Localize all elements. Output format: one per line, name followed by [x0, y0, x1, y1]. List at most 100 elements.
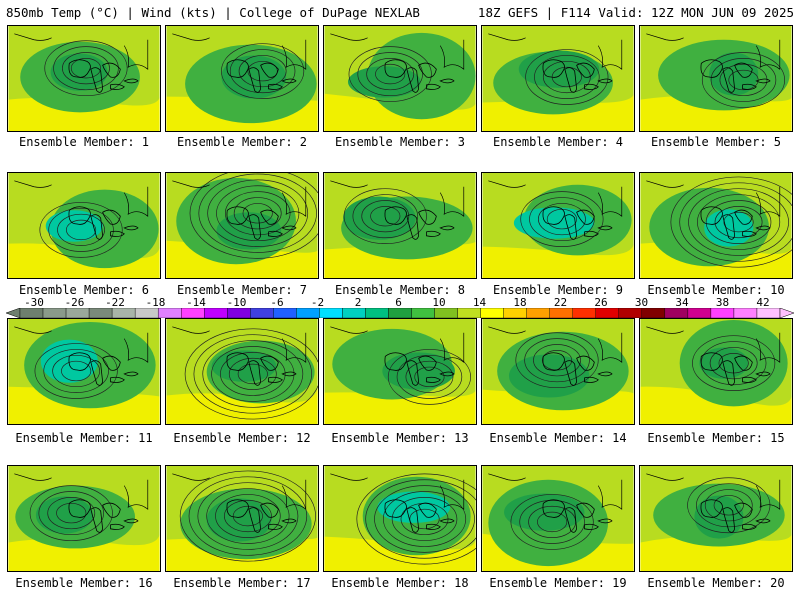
colorbar-tick-label: 18 [513, 296, 527, 309]
chart-title: 850mb Temp (°C) | Wind (kts) | College o… [6, 5, 420, 20]
temperature-map [165, 25, 319, 132]
ensemble-map-panel-12 [165, 318, 319, 425]
ensemble-map-panel-20 [639, 465, 793, 572]
colorbar-tick-label: 2 [354, 296, 362, 309]
panel-label: Ensemble Member: 16 [15, 576, 153, 590]
panel-label: Ensemble Member: 14 [489, 431, 627, 445]
panel-label: Ensemble Member: 18 [331, 576, 469, 590]
ensemble-map-panel-4 [481, 25, 635, 132]
panel-label: Ensemble Member: 3 [334, 135, 466, 149]
colorbar-segment [480, 308, 504, 318]
temperature-map [639, 318, 793, 425]
colorbar-tick-label: 14 [472, 296, 487, 309]
colorbar-segment [503, 308, 527, 318]
colorbar-segment [756, 308, 781, 318]
ensemble-map-panel-13 [323, 318, 477, 425]
colorbar-segment [157, 308, 182, 318]
ensemble-map-panel-14 [481, 318, 635, 425]
panel-label: Ensemble Member: 8 [334, 283, 466, 297]
colorbar-tick-label: -6 [270, 296, 284, 309]
temperature-map [165, 465, 319, 572]
colorbar-segment [411, 308, 435, 318]
panel-label: Ensemble Member: 9 [492, 283, 624, 297]
colorbar-segment [181, 308, 205, 318]
ensemble-map-panel-10 [639, 172, 793, 279]
colorbar-segment [42, 308, 67, 318]
colorbar-segment [549, 308, 573, 318]
colorbar-tick-label: 6 [395, 296, 402, 309]
ensemble-map-panel-16 [7, 465, 161, 572]
colorbar-min-arrow [6, 308, 21, 318]
ensemble-map-panel-8 [323, 172, 477, 279]
panel-label: Ensemble Member: 12 [173, 431, 311, 445]
colorbar-tick-label: 22 [553, 296, 568, 309]
temperature-map [7, 172, 161, 279]
ensemble-map-panel-17 [165, 465, 319, 572]
temperature-map [323, 25, 477, 132]
colorbar-tick-label: -22 [105, 296, 125, 309]
temperature-map [481, 25, 635, 132]
colorbar-segment [526, 308, 550, 318]
temperature-map [323, 318, 477, 425]
ensemble-map-panel-11 [7, 318, 161, 425]
colorbar-tick-label: -30 [24, 296, 44, 309]
panel-label: Ensemble Member: 1 [18, 135, 150, 149]
colorbar-tick-label: 38 [715, 296, 730, 309]
panel-label: Ensemble Member: 19 [489, 576, 627, 590]
panel-label: Ensemble Member: 4 [492, 135, 624, 149]
ensemble-map-panel-7 [165, 172, 319, 279]
colorbar-tick-label: -26 [64, 296, 85, 309]
colorbar-segment [319, 308, 343, 318]
model-run-info: 18Z GEFS | F114 Valid: 12Z MON JUN 09 20… [477, 5, 794, 20]
panel-label: Ensemble Member: 20 [647, 576, 785, 590]
colorbar-segment [273, 308, 297, 318]
colorbar-segment [733, 308, 758, 318]
panel-label: Ensemble Member: 15 [647, 431, 785, 445]
panel-label: Ensemble Member: 11 [15, 431, 153, 445]
colorbar-segment [65, 308, 90, 318]
temperature-colorbar [6, 308, 794, 318]
panel-label: Ensemble Member: 5 [650, 135, 782, 149]
colorbar-segment [595, 308, 619, 318]
temperature-map [7, 465, 161, 572]
panel-label: Ensemble Member: 2 [176, 135, 308, 149]
colorbar-segment [572, 308, 596, 318]
temperature-map [481, 172, 635, 279]
colorbar-segment [388, 308, 412, 318]
colorbar-segment [227, 308, 251, 318]
ensemble-map-panel-5 [639, 25, 793, 132]
temperature-map [481, 318, 635, 425]
colorbar-segment [342, 308, 366, 318]
colorbar-segment [365, 308, 389, 318]
temperature-map [323, 465, 477, 572]
colorbar-segment [296, 308, 320, 318]
temperature-map [7, 318, 161, 425]
ensemble-map-panel-3 [323, 25, 477, 132]
colorbar-tick-label: 42 [756, 296, 770, 309]
colorbar-segment [664, 308, 689, 318]
colorbar-segment [687, 308, 712, 318]
ensemble-map-panel-1 [7, 25, 161, 132]
colorbar-segment [88, 308, 113, 318]
temperature-map [165, 172, 319, 279]
panel-label: Ensemble Member: 17 [173, 576, 311, 590]
panel-label: Ensemble Member: 6 [18, 283, 150, 297]
colorbar-segment [641, 308, 666, 318]
colorbar-max-arrow [779, 308, 794, 318]
colorbar-segment [204, 308, 228, 318]
colorbar-tick-label: -18 [145, 296, 166, 309]
temperature-map [7, 25, 161, 132]
ensemble-map-panel-6 [7, 172, 161, 279]
colorbar-segment [111, 308, 136, 318]
ensemble-map-panel-9 [481, 172, 635, 279]
ensemble-map-panel-15 [639, 318, 793, 425]
colorbar-tick-label: -10 [226, 296, 247, 309]
colorbar-segment [457, 308, 481, 318]
colorbar-tick-label: 34 [675, 296, 689, 309]
ensemble-map-panel-18 [323, 465, 477, 572]
colorbar-segment [250, 308, 274, 318]
colorbar-segment [134, 308, 159, 318]
panel-label: Ensemble Member: 7 [176, 283, 308, 297]
colorbar-tick-label: 10 [432, 296, 446, 309]
panel-label: Ensemble Member: 10 [647, 283, 785, 297]
